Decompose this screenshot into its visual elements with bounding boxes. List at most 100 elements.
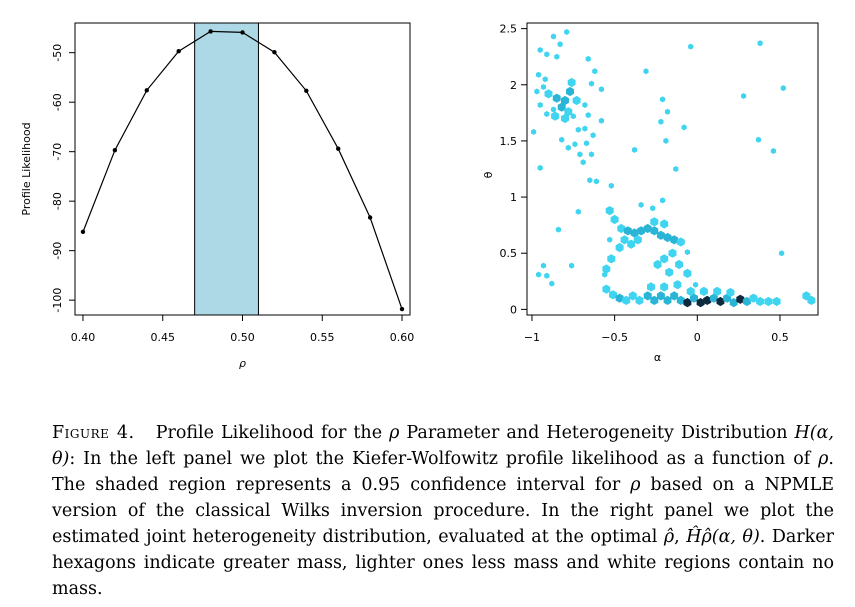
- likelihood-point: [336, 146, 341, 151]
- y-tick-label: 1: [510, 191, 517, 204]
- hexbin-cell: [673, 166, 679, 172]
- hexbin-cell: [741, 93, 747, 99]
- hexbin-cell: [663, 232, 672, 243]
- y-tick-label: -100: [51, 288, 64, 313]
- caption-math: Ĥρ̂(α, θ): [686, 527, 760, 547]
- y-tick-label: 0: [510, 303, 517, 316]
- hexbin-cell: [656, 291, 665, 301]
- y-tick-label: -70: [51, 143, 64, 161]
- hexbin-cell: [549, 280, 555, 287]
- likelihood-point: [80, 229, 86, 235]
- hexbin-cell: [670, 235, 679, 245]
- hexbin-cell: [598, 86, 604, 93]
- hexbin-cell: [552, 93, 561, 103]
- hexbin-cell: [536, 71, 542, 78]
- caption-math: H(α, θ): [52, 423, 834, 469]
- hexbin-cell: [593, 178, 599, 185]
- right-plot-frame: [526, 22, 819, 316]
- hexbin-cell: [585, 112, 591, 119]
- hexbin-cell: [663, 295, 672, 305]
- likelihood-point: [208, 29, 213, 34]
- hexbin-cell: [572, 95, 581, 106]
- hexbin-cell: [660, 197, 666, 204]
- hexbin-cell: [755, 136, 762, 143]
- hexbin-cell: [534, 88, 540, 95]
- x-tick-label: 0.40: [71, 331, 96, 344]
- hexbin-cell: [660, 219, 669, 229]
- right-x-axis-label: α: [654, 351, 661, 364]
- hexbin-cell: [551, 111, 560, 121]
- hexbin-cell: [683, 298, 692, 308]
- y-tick-label: -60: [51, 93, 64, 111]
- left-y-axis: -50 -60 -70 -80 -90 -100: [51, 44, 75, 313]
- hexbin-cell: [749, 293, 758, 303]
- left-panel: 0.40 0.45 0.50 0.55 0.60 -50 -60 -70 -80 -90 -100…: [20, 22, 414, 370]
- hexbin-cell: [690, 293, 698, 303]
- hexbin-cell: [555, 226, 561, 233]
- right-x-axis: −1 −0.5 0 0.5: [524, 315, 789, 344]
- hexbin-cell: [544, 89, 553, 99]
- hexbin-cell: [575, 208, 581, 215]
- hexbin-cell: [709, 293, 718, 303]
- hexbin-cell: [643, 223, 652, 234]
- hexbin-cell: [617, 223, 626, 234]
- y-tick-label: -50: [51, 44, 64, 62]
- hexbin-cell: [569, 262, 575, 269]
- hexbin-cell: [537, 47, 543, 53]
- hexbin-cell: [623, 226, 632, 236]
- hexbin-cell: [540, 84, 547, 90]
- hexbin-cell: [650, 217, 659, 227]
- hexbin-cell: [770, 148, 776, 154]
- figure-caption: Figure 4. Profile Likelihood for the ρ P…: [52, 420, 834, 602]
- figure-label: Figure 4.: [52, 423, 135, 443]
- hexbin-cell: [676, 295, 685, 305]
- hexbin-cell: [660, 254, 669, 264]
- hexbin-cell: [675, 259, 684, 270]
- hexbin-cell: [650, 205, 656, 212]
- x-tick-label: −1: [524, 331, 540, 344]
- likelihood-point: [240, 30, 245, 35]
- hexbin-cell: [588, 80, 595, 87]
- hexbin-cell: [764, 296, 773, 307]
- hexbin-cell: [647, 282, 655, 292]
- likelihood-point: [304, 88, 309, 94]
- hexbin-cells: [544, 77, 816, 308]
- hexbin-cell: [663, 137, 669, 144]
- hexbin-cell: [736, 294, 745, 304]
- hexbin-cell: [673, 280, 682, 290]
- hexbin-cell: [550, 33, 557, 40]
- right-panel: −1 −0.5 0 0.5 0 0.5 1 1.5 2 2.5 α θ: [482, 22, 819, 364]
- caption-part: based on a NPMLE version of the classica…: [52, 475, 834, 547]
- hexbin-cell: [635, 295, 644, 305]
- hexbin-cell: [650, 295, 659, 305]
- y-tick-label: 0.5: [500, 247, 518, 260]
- caption-math: ρ̂: [663, 527, 675, 547]
- hexbin-cell: [531, 128, 537, 135]
- hexbin-cell: [670, 291, 679, 301]
- hexbin-cell: [620, 235, 629, 245]
- hexbin-cell: [660, 96, 666, 103]
- left-x-axis: 0.40 0.45 0.50 0.55 0.60: [71, 315, 414, 344]
- x-tick-label: 0.5: [771, 331, 789, 344]
- hexbin-cell: [575, 126, 581, 133]
- hexbin-cell: [607, 236, 613, 243]
- hexbin-cell: [637, 226, 646, 236]
- hexbin-cell: [602, 271, 608, 278]
- hexbin-cell: [693, 281, 699, 288]
- hexbin-cell: [542, 76, 548, 83]
- caption-part: ,: [674, 527, 687, 547]
- hexbin-cell: [605, 206, 614, 216]
- hexbin-cell: [756, 296, 765, 307]
- hexbin-cell: [638, 201, 644, 208]
- hexbin-cell: [544, 51, 550, 58]
- hexbin-cell: [557, 102, 566, 112]
- hexbin-cell: [615, 243, 624, 253]
- hexbin-cell: [554, 53, 560, 60]
- figure-canvas: 0.40 0.45 0.50 0.55 0.60 -50-60-70-80-90-100…: [20, 22, 819, 370]
- hexbin-cell: [703, 295, 712, 305]
- right-y-axis-label: θ: [482, 171, 495, 178]
- hexbin-cell: [683, 268, 692, 278]
- hexbin-cell: [609, 290, 617, 300]
- hexbin-cell: [628, 291, 637, 301]
- hexbin-cell: [643, 68, 649, 75]
